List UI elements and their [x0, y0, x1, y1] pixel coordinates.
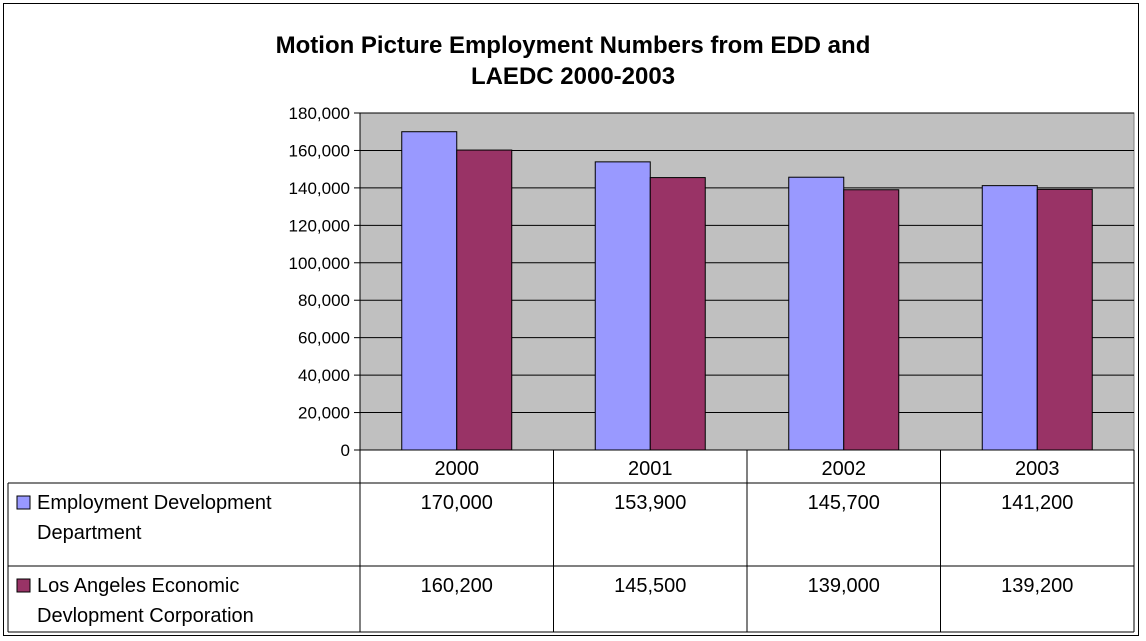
data-table-cell: 139,000 [808, 575, 880, 597]
bar-series-2 [1036, 188, 1093, 451]
legend-label-series-1: Department [37, 522, 142, 544]
data-table-cell: 145,500 [614, 575, 686, 597]
bar-series-1 [981, 185, 1038, 451]
bar-series-2 [456, 149, 513, 451]
bar-series-1 [594, 161, 651, 451]
legend-label-series-2: Devlopment Corporation [37, 605, 254, 627]
data-table-cell: 160,200 [421, 575, 493, 597]
plot-area: 0 20,000 40,000 60,000 80,000 100,000 120,000 1… [289, 104, 1135, 460]
y-tick-label: 20,000 [298, 404, 350, 423]
category-label: 2000 [435, 458, 480, 480]
y-tick-label: 180,000 [289, 104, 350, 123]
bar-series-2 [843, 189, 900, 451]
data-table-cell: 170,000 [421, 492, 493, 514]
y-tick-label: 160,000 [289, 141, 350, 160]
y-tick-label: 100,000 [289, 254, 350, 273]
data-table-cell: 141,200 [1001, 492, 1073, 514]
legend-label-series-1: Employment Development [37, 492, 272, 514]
y-tick-label: 80,000 [298, 291, 350, 310]
y-tick-label: 40,000 [298, 366, 350, 385]
category-label: 2001 [628, 458, 673, 480]
y-tick-label: 140,000 [289, 179, 350, 198]
legend-label-series-2: Los Angeles Economic [37, 575, 239, 597]
data-table-cell: 145,700 [808, 492, 880, 514]
y-tick-label: 0 [341, 441, 350, 460]
bar-series-1 [401, 131, 458, 451]
data-table-cell: 139,200 [1001, 575, 1073, 597]
legend-key-series-2 [16, 578, 31, 593]
data-table-cell: 153,900 [614, 492, 686, 514]
y-tick-label: 60,000 [298, 329, 350, 348]
chart-title: Motion Picture Employment Numbers from E… [275, 32, 871, 90]
bar-series-2 [649, 177, 706, 451]
bar-series-1 [788, 176, 845, 451]
category-label: 2002 [822, 458, 867, 480]
category-label: 2003 [1015, 458, 1060, 480]
y-tick-label: 120,000 [289, 216, 350, 235]
legend-key-series-1 [16, 495, 31, 510]
data-table: 2000 2001 2002 2003 Employment Development De… [7, 449, 1135, 633]
